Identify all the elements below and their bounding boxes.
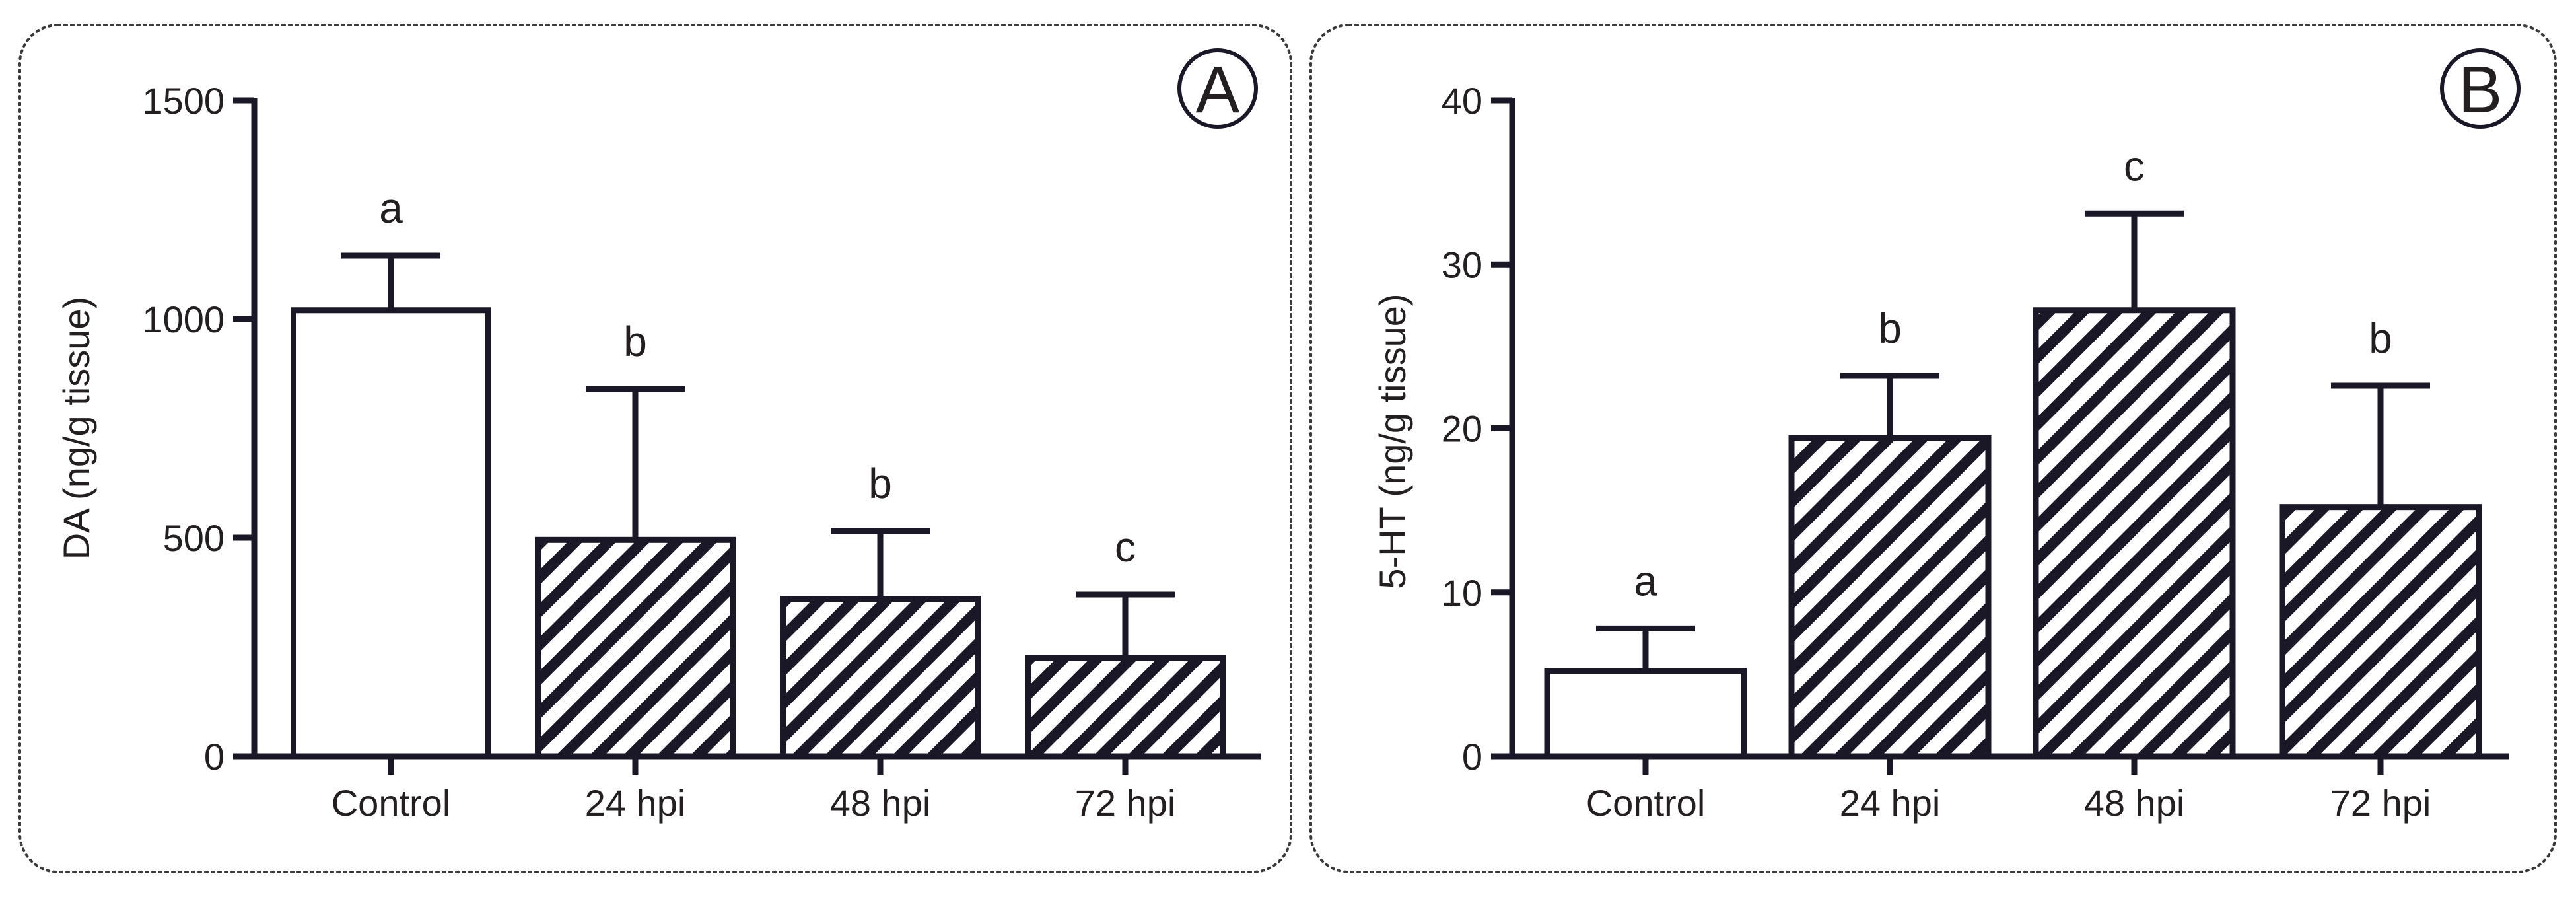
panel-a-bar-3 [1025, 655, 1226, 760]
panel-b-plot: a Control b 24 hpi c 48 hpi b 72 hpi 0 10 20 30 40 [1442, 80, 2509, 824]
panel-a-bar-1 [535, 536, 736, 760]
panel-b-significance-letter-0: a [1634, 557, 1657, 604]
panel-a-category-label-2: 48 hpi [830, 782, 931, 824]
panel-a-bar-0 [291, 307, 491, 760]
panel-b-y-tick-label-0: 0 [1462, 736, 1482, 777]
panel-a-significance-letter-3: c [1115, 523, 1136, 571]
panel-a-category-label-0: Control [331, 782, 451, 824]
panel-a: A DA (ng/g tissue) a Control b 24 hpi b 48 hp… [18, 24, 1292, 873]
panel-a-y-tick-label-0: 0 [204, 736, 225, 777]
panel-a-significance-letter-0: a [379, 184, 403, 232]
panel-b-y-tick-label-2: 20 [1442, 408, 1482, 450]
panel-a-y-tick-label-1: 500 [163, 517, 225, 559]
panel-b-significance-letter-1: b [1878, 305, 1902, 352]
panel-b-category-label-0: Control [1586, 782, 1706, 824]
panel-b-bar-2 [2033, 307, 2236, 760]
panel-b-y-axis-title: 5-HT (ng/g tissue) [1372, 293, 1413, 589]
panel-a-category-label-3: 72 hpi [1075, 782, 1176, 824]
panel-a-plot: a Control b 24 hpi b 48 hpi c 72 hpi 0 500 1000 150… [142, 80, 1261, 824]
panel-b-bar-3 [2279, 504, 2482, 760]
panel-b-bar-1 [1788, 435, 1992, 760]
panel-a-significance-letter-2: b [868, 460, 892, 507]
panel-a-bar-2 [780, 596, 981, 760]
panel-b-label: B [2458, 53, 2503, 127]
panel-a-y-tick-label-3: 1500 [142, 80, 225, 122]
panel-a-y-tick-label-2: 1000 [142, 299, 225, 340]
panel-b-significance-letter-2: c [2124, 142, 2145, 190]
panel-a-significance-letter-1: b [623, 318, 647, 365]
panel-b-y-tick-label-4: 40 [1442, 80, 1482, 122]
panel-b-bar-0 [1544, 668, 1747, 760]
panel-a-category-label-1: 24 hpi [585, 782, 686, 824]
panel-b-y-tick-label-1: 10 [1442, 572, 1482, 614]
panel-b-category-label-1: 24 hpi [1840, 782, 1941, 824]
panel-b-category-label-2: 48 hpi [2084, 782, 2185, 824]
panel-b-y-tick-label-3: 30 [1442, 244, 1482, 285]
panel-b: B 5-HT (ng/g tissue) a Control b 24 hpi c 48 … [1309, 24, 2557, 873]
panel-b-significance-letter-3: b [2369, 314, 2392, 362]
panel-b-category-label-3: 72 hpi [2330, 782, 2431, 824]
panel-a-y-axis-title: DA (ng/g tissue) [55, 297, 97, 559]
panel-a-label-circle [1177, 48, 1258, 129]
panel-a-label: A [1196, 53, 1240, 127]
panel-b-label-circle [2440, 48, 2521, 129]
